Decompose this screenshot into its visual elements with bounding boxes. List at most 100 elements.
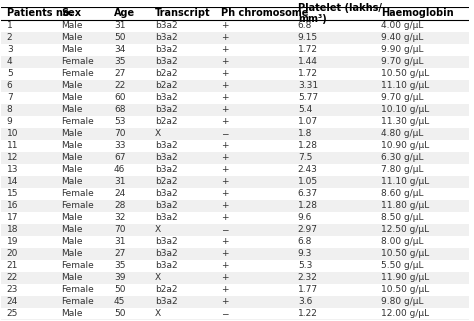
Text: 32: 32 (114, 213, 125, 222)
Text: 19: 19 (7, 237, 18, 246)
Text: Transcript: Transcript (155, 8, 210, 19)
FancyBboxPatch shape (1, 212, 469, 224)
Text: 39: 39 (114, 273, 126, 282)
Text: 9: 9 (7, 117, 13, 126)
Text: 50: 50 (114, 309, 126, 318)
Text: 9.40 g/μL: 9.40 g/μL (381, 33, 423, 42)
Text: b2a2: b2a2 (155, 69, 177, 78)
FancyBboxPatch shape (1, 44, 469, 56)
Text: 35: 35 (114, 57, 126, 66)
Text: Male: Male (61, 129, 83, 138)
Text: +: + (221, 189, 228, 198)
Text: +: + (221, 45, 228, 54)
Text: b2a2: b2a2 (155, 117, 177, 126)
Text: Female: Female (61, 297, 94, 306)
Text: Male: Male (61, 153, 83, 162)
FancyBboxPatch shape (1, 68, 469, 80)
Text: Male: Male (61, 81, 83, 90)
Text: b2a2: b2a2 (155, 285, 177, 294)
Text: +: + (221, 33, 228, 42)
Text: 34: 34 (114, 45, 125, 54)
Text: 1.8: 1.8 (298, 129, 312, 138)
Text: 7.80 g/μL: 7.80 g/μL (381, 165, 424, 174)
Text: −: − (221, 129, 228, 138)
Text: 5.4: 5.4 (298, 105, 312, 114)
Text: 24: 24 (114, 189, 125, 198)
Text: Male: Male (61, 141, 83, 150)
Text: 4.00 g/μL: 4.00 g/μL (381, 21, 423, 30)
FancyBboxPatch shape (1, 284, 469, 296)
Text: 70: 70 (114, 129, 126, 138)
FancyBboxPatch shape (1, 7, 469, 20)
Text: Platelet (lakhs/
mm³): Platelet (lakhs/ mm³) (298, 3, 382, 24)
Text: 6.8: 6.8 (298, 237, 312, 246)
Text: −: − (221, 225, 228, 234)
Text: Male: Male (61, 93, 83, 102)
Text: Age: Age (114, 8, 135, 19)
Text: 67: 67 (114, 153, 126, 162)
Text: 9.80 g/μL: 9.80 g/μL (381, 297, 424, 306)
FancyBboxPatch shape (1, 92, 469, 104)
Text: b3a2: b3a2 (155, 105, 177, 114)
FancyBboxPatch shape (1, 308, 469, 320)
Text: 50: 50 (114, 33, 126, 42)
Text: +: + (221, 141, 228, 150)
Text: 17: 17 (7, 213, 18, 222)
Text: 14: 14 (7, 177, 18, 186)
Text: 46: 46 (114, 165, 125, 174)
Text: 1.44: 1.44 (298, 57, 318, 66)
Text: 3.31: 3.31 (298, 81, 318, 90)
Text: +: + (221, 57, 228, 66)
Text: 5: 5 (7, 69, 13, 78)
Text: b3a2: b3a2 (155, 237, 177, 246)
Text: b3a2: b3a2 (155, 153, 177, 162)
Text: 2.43: 2.43 (298, 165, 318, 174)
Text: +: + (221, 69, 228, 78)
Text: Male: Male (61, 177, 83, 186)
Text: 10.10 g/μL: 10.10 g/μL (381, 105, 429, 114)
Text: 9.70 g/μL: 9.70 g/μL (381, 57, 424, 66)
Text: b3a2: b3a2 (155, 261, 177, 270)
Text: +: + (221, 93, 228, 102)
Text: 53: 53 (114, 117, 126, 126)
Text: b3a2: b3a2 (155, 165, 177, 174)
Text: Patients no.: Patients no. (7, 8, 73, 19)
Text: Male: Male (61, 273, 83, 282)
Text: 8.00 g/μL: 8.00 g/μL (381, 237, 424, 246)
Text: 5.3: 5.3 (298, 261, 312, 270)
Text: 16: 16 (7, 201, 18, 210)
Text: 12.00 g/μL: 12.00 g/μL (381, 309, 429, 318)
Text: 2.97: 2.97 (298, 225, 318, 234)
Text: 35: 35 (114, 261, 126, 270)
Text: 1: 1 (7, 21, 13, 30)
Text: b3a2: b3a2 (155, 93, 177, 102)
Text: 15: 15 (7, 189, 18, 198)
Text: 33: 33 (114, 141, 126, 150)
Text: 5.77: 5.77 (298, 93, 318, 102)
Text: 9.15: 9.15 (298, 33, 318, 42)
Text: 28: 28 (114, 201, 125, 210)
Text: 1.77: 1.77 (298, 285, 318, 294)
Text: 22: 22 (7, 273, 18, 282)
Text: 31: 31 (114, 21, 126, 30)
Text: 7.5: 7.5 (298, 153, 312, 162)
Text: 2: 2 (7, 33, 12, 42)
Text: b3a2: b3a2 (155, 141, 177, 150)
Text: 6: 6 (7, 81, 13, 90)
Text: 68: 68 (114, 105, 126, 114)
Text: 8.60 g/μL: 8.60 g/μL (381, 189, 424, 198)
Text: 9.90 g/μL: 9.90 g/μL (381, 45, 424, 54)
Text: +: + (221, 297, 228, 306)
Text: Female: Female (61, 57, 94, 66)
Text: Male: Male (61, 105, 83, 114)
Text: X: X (155, 273, 161, 282)
Text: +: + (221, 117, 228, 126)
FancyBboxPatch shape (1, 236, 469, 247)
Text: 2.32: 2.32 (298, 273, 318, 282)
Text: +: + (221, 177, 228, 186)
Text: 70: 70 (114, 225, 126, 234)
Text: 10.50 g/μL: 10.50 g/μL (381, 69, 429, 78)
Text: Male: Male (61, 249, 83, 258)
Text: +: + (221, 285, 228, 294)
Text: 10.50 g/μL: 10.50 g/μL (381, 285, 429, 294)
